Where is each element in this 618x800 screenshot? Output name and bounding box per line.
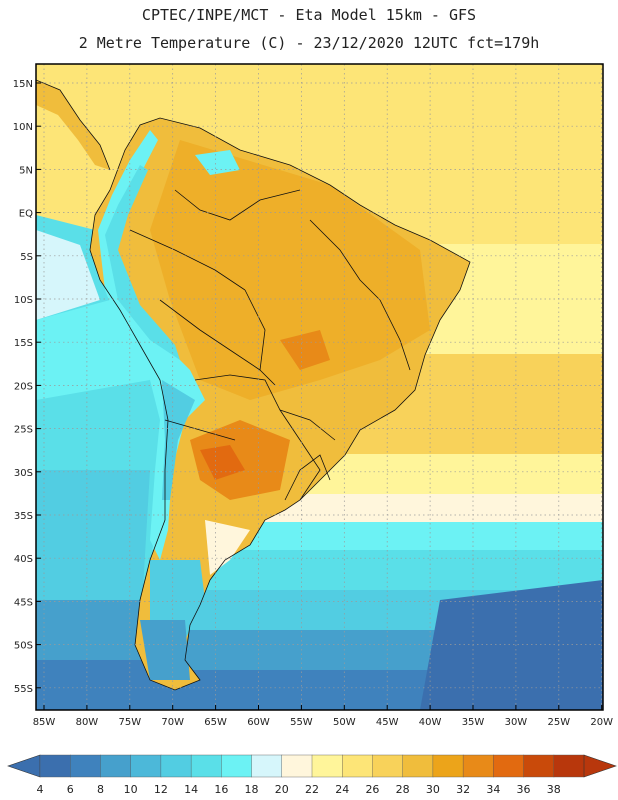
lon-tick-label: 35W [462, 717, 485, 728]
lon-tick-label: 75W [118, 717, 141, 728]
colorbar-swatch [100, 754, 132, 778]
lon-tick-label: 20W [590, 717, 613, 728]
colorbar-swatch [39, 754, 71, 778]
country-boundaries [36, 79, 471, 691]
colorbar-label: 10 [124, 783, 138, 796]
lon-tick-label: 55W [290, 717, 313, 728]
lon-tick-label: 80W [76, 717, 99, 728]
lat-tick-label: 25S [14, 425, 33, 436]
colorbar-under-arrow [7, 754, 41, 778]
lon-tick-label: 30W [505, 717, 528, 728]
colorbar-swatch [251, 754, 283, 778]
title-line-2: 2 Metre Temperature (C) - 23/12/2020 12U… [78, 34, 540, 52]
colorbar-label: 36 [517, 783, 531, 796]
colorbar-swatch [372, 754, 404, 778]
colorbar-label: 6 [67, 783, 74, 796]
lat-tick-label: 45S [14, 597, 33, 608]
lat-tick-label: 5N [19, 165, 33, 176]
graticule [36, 64, 603, 710]
lon-tick-label: 65W [204, 717, 227, 728]
colorbar-swatch [342, 754, 373, 778]
latitude-axis: 15N 10N 5N EQ 5S 10S 15S 20S 25S 30S 35S 40S 45S 50S 5… [13, 79, 41, 695]
lat-tick-label: 20S [14, 381, 33, 392]
temperature-field [36, 64, 603, 710]
lat-tick-label: 5S [20, 252, 33, 263]
colorbar-label: 12 [154, 783, 168, 796]
colorbar-label: 28 [396, 783, 410, 796]
andes-ridge [98, 130, 205, 560]
lat-tick-label: 35S [14, 511, 33, 522]
colorbar-label: 38 [547, 783, 561, 796]
lon-tick-label: 40W [419, 717, 442, 728]
map-frame [35, 63, 604, 711]
colorbar-label: 26 [365, 783, 379, 796]
lon-tick-label: 25W [547, 717, 570, 728]
lat-tick-label: 30S [14, 468, 33, 479]
colorbar-swatch [70, 754, 101, 778]
lat-tick-label: 50S [14, 641, 33, 652]
colorbar-swatch [311, 754, 343, 778]
colorbar-swatch [190, 754, 222, 778]
lon-tick-label: 70W [161, 717, 184, 728]
colorbar-swatch [432, 754, 464, 778]
lon-tick-label: 50W [333, 717, 356, 728]
colorbar-label: 14 [184, 783, 198, 796]
colorbar-swatch [130, 754, 162, 778]
lat-tick-label: 40S [14, 554, 33, 565]
central-america-land [36, 80, 110, 170]
lon-tick-label: 45W [376, 717, 399, 728]
colorbar-label: 20 [275, 783, 289, 796]
lat-tick-label: 15S [14, 338, 33, 349]
lat-tick-label: 55S [14, 684, 33, 695]
colorbar-label: 34 [486, 783, 500, 796]
title-line-1: CPTEC/INPE/MCT - Eta Model 15km - GFS [141, 6, 477, 24]
lat-tick-label: EQ [19, 209, 33, 220]
longitude-axis: 85W 80W 75W 70W 65W 60W 55W 50W 45W 40W 35W 30W 25W 2… [33, 705, 613, 728]
colorbar-label: 18 [245, 783, 259, 796]
lon-tick-label: 60W [247, 717, 270, 728]
colorbar-swatch [402, 754, 434, 778]
colorbar-swatch [462, 754, 494, 778]
lat-tick-label: 10S [14, 295, 33, 306]
colorbar-label: 8 [97, 783, 104, 796]
lon-tick-label: 85W [33, 717, 56, 728]
colorbar-label: 24 [335, 783, 349, 796]
colorbar-label: 32 [456, 783, 470, 796]
colorbar-label: 30 [426, 783, 440, 796]
lat-tick-label: 15N [13, 79, 33, 90]
lat-tick-label: 10N [13, 122, 33, 133]
colorbar: 4 6 8 10 12 14 16 18 20 22 24 26 28 30 32 34 36 38 [7, 754, 617, 796]
colorbar-swatch [523, 754, 555, 778]
colorbar-label: 4 [37, 783, 44, 796]
colorbar-swatch [281, 754, 313, 778]
colorbar-label: 22 [305, 783, 319, 796]
colorbar-swatch [221, 754, 253, 778]
colorbar-swatch [493, 754, 525, 778]
colorbar-over-arrow [583, 754, 617, 778]
colorbar-swatch [160, 754, 192, 778]
colorbar-label: 16 [214, 783, 228, 796]
colorbar-swatch [553, 754, 585, 778]
